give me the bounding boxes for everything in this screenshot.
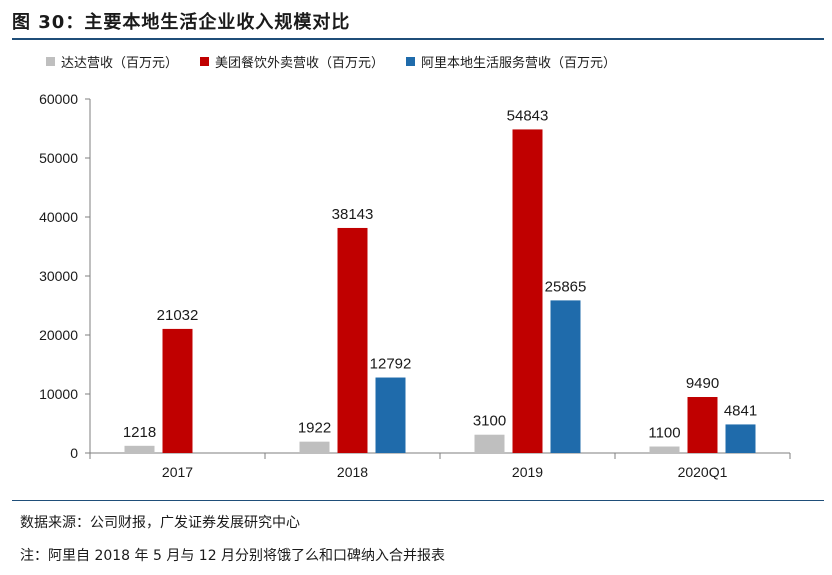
bar	[162, 328, 193, 453]
legend-label: 达达营收（百万元）	[61, 56, 179, 71]
y-tick-label: 40000	[39, 209, 78, 225]
bar	[299, 441, 330, 453]
legend-swatch	[46, 57, 55, 66]
bar	[375, 377, 406, 453]
bar	[725, 424, 756, 453]
chart-legend: 达达营收（百万元） 美团餐饮外卖营收（百万元） 阿里本地生活服务营收（百万元）	[46, 52, 616, 71]
y-tick-label: 50000	[39, 150, 78, 166]
footnote: 注：阿里自 2018 年 5 月与 12 月分别将饿了么和口碑纳入合并报表	[20, 548, 446, 564]
data-label: 25865	[545, 278, 587, 295]
bar	[649, 446, 680, 453]
data-label: 4841	[724, 402, 757, 419]
data-label: 1100	[648, 425, 680, 442]
data-label: 1922	[298, 420, 331, 437]
figure-title: 图 30：主要本地生活企业收入规模对比	[12, 12, 351, 33]
bar	[337, 227, 368, 453]
source-note: 数据来源：公司财报，广发证券发展研究中心	[20, 515, 300, 531]
x-tick-label: 2018	[337, 464, 368, 480]
data-label: 12792	[370, 356, 412, 373]
y-tick-label: 30000	[39, 268, 78, 284]
legend-swatch	[200, 57, 210, 66]
data-label: 3100	[473, 413, 506, 430]
y-tick-label: 20000	[39, 327, 78, 343]
data-label: 21032	[157, 307, 199, 324]
x-tick-label: 2017	[162, 464, 193, 480]
x-tick-label: 2020Q1	[678, 464, 728, 480]
legend-item: 达达营收（百万元）	[46, 52, 178, 71]
bar	[550, 300, 581, 453]
bar	[687, 397, 718, 453]
data-label: 9490	[686, 375, 719, 392]
legend-label: 美团餐饮外卖营收（百万元）	[215, 56, 385, 71]
footer-rule	[12, 500, 824, 501]
y-tick-label: 10000	[39, 386, 78, 402]
legend-swatch	[406, 57, 416, 66]
data-label: 54843	[507, 107, 549, 124]
bar	[474, 434, 505, 453]
data-label: 1218	[123, 424, 156, 441]
data-label: 38143	[332, 206, 374, 223]
legend-item: 美团餐饮外卖营收（百万元）	[200, 52, 384, 71]
bar	[124, 445, 155, 453]
bar	[512, 129, 543, 453]
legend-label: 阿里本地生活服务营收（百万元）	[421, 56, 617, 71]
title-rule	[12, 38, 824, 40]
y-tick-label: 60000	[39, 91, 78, 107]
legend-item: 阿里本地生活服务营收（百万元）	[406, 52, 616, 71]
x-tick-label: 2019	[512, 464, 543, 480]
y-tick-label: 0	[70, 445, 78, 461]
bar-chart: 0 10000 20000 30000 40000 50000 60000 2017 1218 2…	[39, 91, 791, 480]
